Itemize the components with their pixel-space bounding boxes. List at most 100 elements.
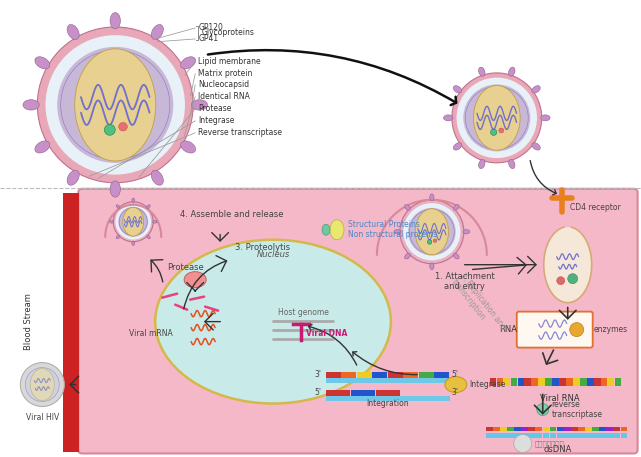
Circle shape — [456, 78, 537, 158]
Ellipse shape — [67, 25, 79, 39]
Text: Viral mRNA: Viral mRNA — [129, 329, 173, 338]
Bar — [599, 434, 606, 438]
Text: Glycoproteins: Glycoproteins — [201, 28, 254, 37]
Ellipse shape — [30, 369, 54, 400]
Text: Blood Stream: Blood Stream — [24, 293, 33, 350]
Bar — [592, 426, 599, 431]
Bar — [613, 426, 620, 431]
Ellipse shape — [453, 143, 462, 150]
Bar — [372, 372, 387, 377]
Bar — [524, 377, 531, 386]
Circle shape — [408, 208, 456, 255]
Bar — [557, 426, 563, 431]
Bar — [571, 426, 578, 431]
Text: GP120: GP120 — [198, 23, 223, 32]
Bar — [521, 426, 528, 431]
Circle shape — [57, 47, 173, 163]
Bar — [592, 434, 599, 438]
Bar — [538, 377, 545, 386]
Bar — [580, 377, 587, 386]
Bar — [514, 426, 521, 431]
Circle shape — [499, 128, 504, 133]
Bar — [514, 434, 521, 438]
Circle shape — [61, 50, 170, 159]
Bar — [545, 377, 552, 386]
Bar — [528, 426, 535, 431]
Bar — [608, 377, 615, 386]
Ellipse shape — [147, 205, 150, 208]
Circle shape — [537, 404, 549, 415]
Text: 5': 5' — [314, 388, 321, 397]
Circle shape — [410, 209, 454, 254]
Ellipse shape — [35, 141, 50, 153]
Ellipse shape — [479, 67, 485, 76]
Bar — [486, 426, 492, 431]
Ellipse shape — [151, 25, 163, 39]
Bar — [376, 389, 400, 396]
Ellipse shape — [429, 263, 434, 270]
Ellipse shape — [147, 235, 150, 239]
Circle shape — [433, 239, 437, 243]
Ellipse shape — [532, 143, 540, 150]
Bar — [578, 426, 585, 431]
Text: Reverse transcriptase: Reverse transcriptase — [198, 128, 282, 138]
Bar — [549, 434, 556, 438]
Bar — [585, 426, 592, 431]
Bar — [500, 426, 507, 431]
Ellipse shape — [453, 85, 462, 93]
Text: Nucleus: Nucleus — [256, 250, 290, 259]
Ellipse shape — [404, 253, 410, 259]
Bar — [564, 426, 570, 431]
Ellipse shape — [404, 205, 410, 210]
Ellipse shape — [191, 100, 208, 110]
FancyBboxPatch shape — [517, 312, 593, 348]
Ellipse shape — [132, 241, 135, 245]
Ellipse shape — [415, 209, 449, 255]
Ellipse shape — [23, 100, 39, 110]
Circle shape — [514, 435, 532, 452]
Text: 4. Assemble and release: 4. Assemble and release — [180, 210, 284, 219]
Ellipse shape — [132, 198, 135, 202]
Bar — [594, 377, 601, 386]
Circle shape — [557, 276, 565, 285]
Ellipse shape — [181, 141, 196, 153]
Ellipse shape — [153, 220, 157, 223]
Bar — [587, 377, 594, 386]
Bar — [578, 434, 585, 438]
Bar — [511, 377, 517, 386]
Circle shape — [115, 204, 151, 239]
Ellipse shape — [532, 85, 540, 93]
Polygon shape — [544, 227, 592, 303]
Bar — [357, 372, 372, 377]
Text: Protease: Protease — [198, 104, 231, 113]
Text: Viral DNA: Viral DNA — [306, 329, 347, 338]
Text: Host genome: Host genome — [278, 308, 328, 317]
Bar — [326, 372, 341, 377]
Ellipse shape — [151, 170, 163, 185]
Ellipse shape — [110, 220, 113, 223]
FancyBboxPatch shape — [78, 189, 638, 453]
Bar — [599, 426, 606, 431]
Text: Structural Proteins: Structural Proteins — [348, 220, 420, 229]
Ellipse shape — [67, 170, 79, 185]
Ellipse shape — [116, 235, 120, 239]
Bar — [388, 372, 403, 377]
Text: Matrix protein: Matrix protein — [198, 69, 253, 79]
Circle shape — [568, 274, 578, 284]
Text: Viral RNA: Viral RNA — [540, 393, 579, 403]
Bar — [585, 434, 592, 438]
Text: Protease: Protease — [167, 263, 204, 272]
Bar — [497, 377, 503, 386]
Text: Lipid membrane: Lipid membrane — [198, 58, 261, 66]
Text: 3. Proteolytis: 3. Proteolytis — [235, 243, 290, 252]
Circle shape — [119, 122, 128, 131]
Ellipse shape — [508, 67, 515, 76]
Ellipse shape — [453, 205, 459, 210]
Circle shape — [37, 27, 193, 183]
Ellipse shape — [330, 220, 344, 240]
Circle shape — [570, 323, 584, 337]
Bar — [553, 377, 559, 386]
Ellipse shape — [429, 194, 434, 201]
Polygon shape — [105, 205, 161, 237]
Bar — [486, 434, 492, 438]
